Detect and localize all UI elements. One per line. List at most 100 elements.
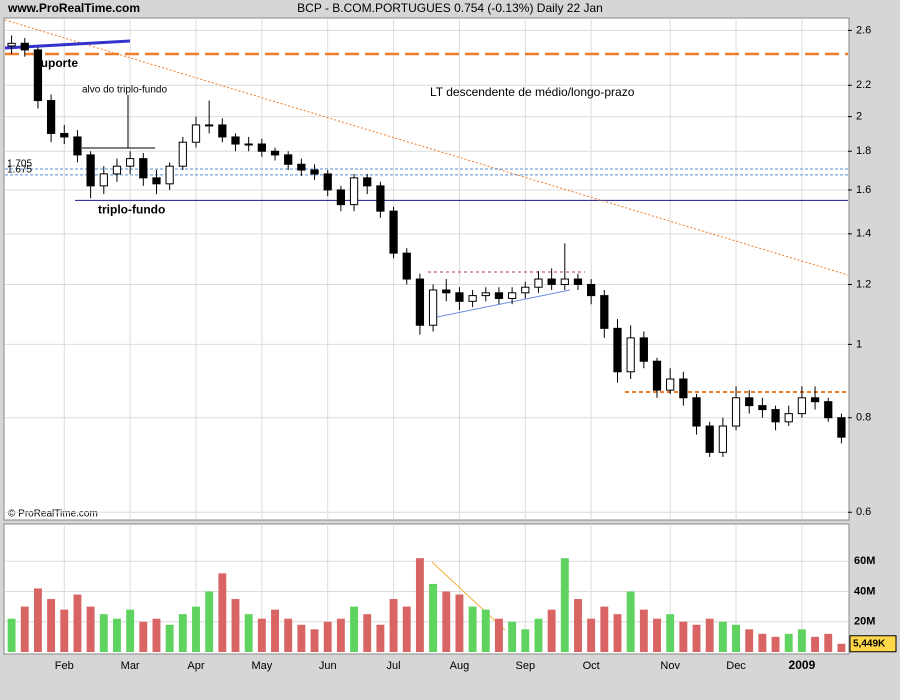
y-tick-label: 0.8 — [856, 412, 871, 424]
y-tick-label: 2 — [856, 111, 862, 123]
support-label: suporte — [34, 56, 78, 70]
volume-bar — [244, 614, 253, 652]
candle-body — [86, 154, 95, 187]
candle-body — [126, 158, 135, 167]
candle-body — [639, 337, 648, 362]
triple-bottom-label: triplo-fundo — [98, 203, 165, 217]
y-tick-label: 1.4 — [856, 228, 871, 240]
volume-bar — [376, 624, 385, 652]
candle-body — [73, 136, 82, 156]
volume-bar — [797, 629, 806, 652]
candle-body — [613, 327, 622, 373]
volume-bar — [7, 618, 16, 652]
volume-bar — [205, 591, 214, 652]
volume-bar — [613, 614, 622, 652]
volume-bar — [521, 629, 530, 652]
trend-label: LT descendente de médio/longo-prazo — [430, 85, 635, 99]
volume-bar — [60, 609, 69, 652]
candle-body — [99, 173, 108, 187]
y-tick-label: 1.8 — [856, 145, 871, 157]
volume-bar — [20, 606, 29, 652]
candle-body — [112, 165, 122, 175]
candle-body — [494, 292, 504, 299]
x-tick-label: Aug — [450, 660, 470, 672]
x-tick-label: Jul — [387, 660, 401, 672]
volume-bar — [784, 633, 793, 652]
volume-tick-label: 20M — [854, 616, 875, 628]
candle-body — [165, 165, 174, 185]
last-volume-box — [849, 635, 897, 653]
candle-body — [415, 278, 425, 326]
candle-body — [363, 177, 372, 187]
copyright: © ProRealTime.com — [8, 509, 98, 520]
candle-body — [7, 42, 16, 47]
volume-bar — [745, 629, 754, 652]
volume-bar — [73, 594, 82, 652]
candle-body — [310, 169, 319, 175]
candle-body — [336, 189, 346, 206]
x-tick-label: Jun — [319, 660, 337, 672]
candle-body — [521, 286, 530, 294]
volume-bar — [113, 618, 121, 652]
candle-body — [692, 397, 701, 427]
volume-bar — [811, 636, 820, 652]
y-tick-label: 1 — [856, 338, 862, 350]
trend-line — [4, 19, 849, 276]
candle-body — [139, 158, 148, 179]
candle-body — [573, 278, 583, 285]
volume-bar — [442, 591, 451, 652]
candle-body — [679, 378, 688, 399]
volume-bar — [271, 609, 279, 652]
candle-body — [178, 141, 187, 167]
level-label: 1.675 — [7, 165, 32, 176]
volume-bar — [547, 609, 556, 652]
volume-bar — [666, 614, 675, 652]
volume-bar — [837, 643, 846, 652]
volume-bar — [363, 614, 372, 652]
volume-bar — [192, 606, 200, 652]
candle-body — [626, 337, 635, 373]
volume-bar — [574, 599, 582, 652]
volume-bar — [692, 624, 701, 652]
candle-body — [349, 177, 359, 206]
volume-bar — [560, 558, 569, 652]
candle-body — [205, 124, 214, 127]
volume-bar — [587, 618, 596, 652]
candle-body — [270, 150, 280, 156]
volume-bar — [178, 614, 187, 652]
candle-body — [547, 278, 556, 285]
candle-body — [587, 283, 596, 297]
volume-bar — [139, 621, 148, 652]
y-tick-label: 2.2 — [856, 79, 871, 91]
candle-body — [33, 49, 43, 102]
candle-body — [837, 417, 846, 438]
volume-bar — [771, 636, 780, 652]
volume-bar — [626, 591, 635, 652]
volume-bar — [231, 599, 240, 652]
candle-body — [784, 413, 793, 423]
candle-body — [652, 360, 662, 391]
volume-bar — [679, 621, 688, 652]
y-tick-label: 0.6 — [856, 506, 871, 518]
candle-body — [20, 42, 29, 51]
x-tick-label: Dec — [726, 660, 746, 672]
y-tick-label: 2.6 — [856, 24, 871, 36]
volume-bar — [824, 633, 833, 652]
candle-body — [152, 177, 161, 185]
volume-bar — [402, 606, 411, 652]
candle-body — [402, 252, 411, 280]
candle-body — [376, 185, 385, 212]
x-tick-label: Sep — [516, 660, 536, 672]
candle-body — [389, 210, 398, 254]
volume-bar — [653, 618, 661, 652]
volume-bar — [639, 609, 648, 652]
volume-bar — [718, 621, 727, 652]
target-label: alvo do triplo-fundo — [82, 85, 167, 96]
volume-bar — [481, 609, 490, 652]
volume-bar — [165, 624, 174, 652]
candle-body — [560, 278, 569, 285]
volume-bar — [455, 594, 464, 652]
site: www.ProRealTime.com — [7, 1, 140, 15]
candle-body — [600, 295, 609, 329]
candle-body — [257, 143, 266, 152]
